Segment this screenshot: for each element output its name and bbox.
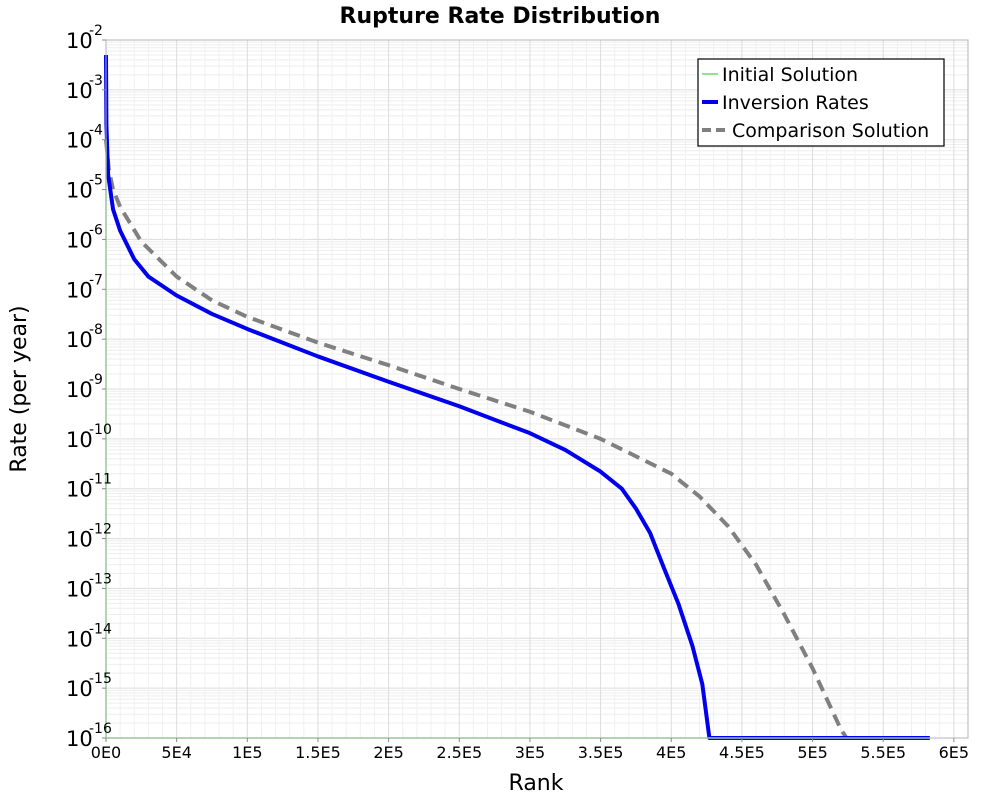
y-tick-base: 10: [66, 129, 93, 153]
legend-entry: Comparison Solution: [702, 120, 929, 142]
y-tick-base: 10: [66, 378, 93, 402]
y-tick-exponent: -6: [89, 222, 103, 238]
legend-label: Comparison Solution: [732, 120, 929, 142]
x-tick-label: 6E5: [939, 743, 969, 762]
series-line-comparison-solution: [104, 139, 849, 740]
y-tick-base: 10: [66, 228, 93, 252]
legend-entry: Inversion Rates: [702, 92, 869, 114]
x-tick-label: 2.5E5: [436, 743, 482, 762]
y-tick-base: 10: [66, 677, 93, 701]
y-tick-base: 10: [66, 478, 93, 502]
y-tick-label: 10-11: [66, 472, 112, 502]
x-tick-label: 3E5: [515, 743, 545, 762]
x-tick-label: 5E5: [797, 743, 827, 762]
y-tick-base: 10: [66, 577, 93, 601]
series-line-inversion-rates: [104, 54, 930, 740]
y-tick-label: 10-10: [66, 422, 112, 452]
x-axis-ticks: 0E0 5E4 1E5 1.5E5 2E5 2.5E5 3E5 3.5E5 4E5 4.5E5 5E…: [91, 738, 969, 762]
x-axis-label: Rank: [509, 771, 564, 796]
x-tick-label: 5E4: [161, 743, 191, 762]
x-tick-label: 3.5E5: [578, 743, 624, 762]
y-tick-base: 10: [66, 79, 93, 103]
y-tick-exponent: -12: [89, 522, 112, 538]
legend-entry: Initial Solution: [702, 64, 858, 86]
legend-label: Inversion Rates: [722, 92, 869, 114]
y-tick-base: 10: [66, 528, 93, 552]
y-tick-exponent: -16: [89, 721, 112, 737]
y-tick-base: 10: [66, 727, 93, 751]
x-tick-label: 4E5: [656, 743, 686, 762]
y-tick-exponent: -14: [89, 621, 112, 637]
y-tick-label: 10-7: [66, 272, 103, 302]
y-tick-base: 10: [66, 328, 93, 352]
legend-label: Initial Solution: [722, 64, 858, 86]
x-tick-label: 1E5: [232, 743, 262, 762]
y-axis-label: Rate (per year): [7, 305, 32, 472]
y-tick-exponent: -7: [89, 272, 103, 288]
x-tick-label: 2E5: [373, 743, 403, 762]
x-tick-label: 1.5E5: [295, 743, 341, 762]
y-tick-base: 10: [66, 179, 93, 203]
y-tick-label: 10-3: [66, 73, 103, 103]
legend-box: [697, 58, 945, 147]
y-tick-exponent: -11: [89, 472, 112, 488]
chart-title: Rupture Rate Distribution: [340, 4, 661, 29]
y-tick-label: 10-9: [66, 372, 103, 402]
y-tick-label: 10-12: [66, 522, 112, 552]
y-tick-exponent: -8: [89, 322, 103, 338]
y-tick-label: 10-13: [66, 571, 112, 601]
plot-grid: [105, 40, 969, 739]
y-tick-exponent: -13: [89, 571, 112, 587]
y-tick-exponent: -15: [89, 671, 112, 687]
y-tick-base: 10: [66, 29, 93, 53]
x-tick-label: 4.5E5: [719, 743, 765, 762]
y-tick-label: 10-16: [66, 721, 112, 751]
legend: Initial Solution Inversion Rates Compariso…: [697, 58, 945, 147]
y-tick-exponent: -5: [89, 173, 103, 189]
y-tick-label: 10-14: [66, 621, 112, 651]
y-tick-base: 10: [66, 428, 93, 452]
y-axis-ticks: 10-210-310-410-510-610-710-810-910-1010-…: [66, 23, 112, 751]
y-tick-label: 10-2: [66, 23, 103, 53]
y-tick-exponent: -4: [89, 123, 103, 139]
y-tick-exponent: -9: [89, 372, 103, 388]
y-tick-exponent: -10: [89, 422, 112, 438]
x-tick-label: 0E0: [91, 743, 121, 762]
x-tick-label: 5.5E5: [860, 743, 906, 762]
y-tick-base: 10: [66, 278, 93, 302]
y-tick-exponent: -2: [89, 23, 103, 39]
y-tick-label: 10-4: [66, 123, 103, 153]
y-tick-exponent: -3: [89, 73, 103, 89]
y-tick-label: 10-6: [66, 222, 103, 252]
y-tick-label: 10-5: [66, 173, 103, 203]
y-tick-base: 10: [66, 627, 93, 651]
y-tick-label: 10-15: [66, 671, 112, 701]
y-tick-label: 10-8: [66, 322, 103, 352]
